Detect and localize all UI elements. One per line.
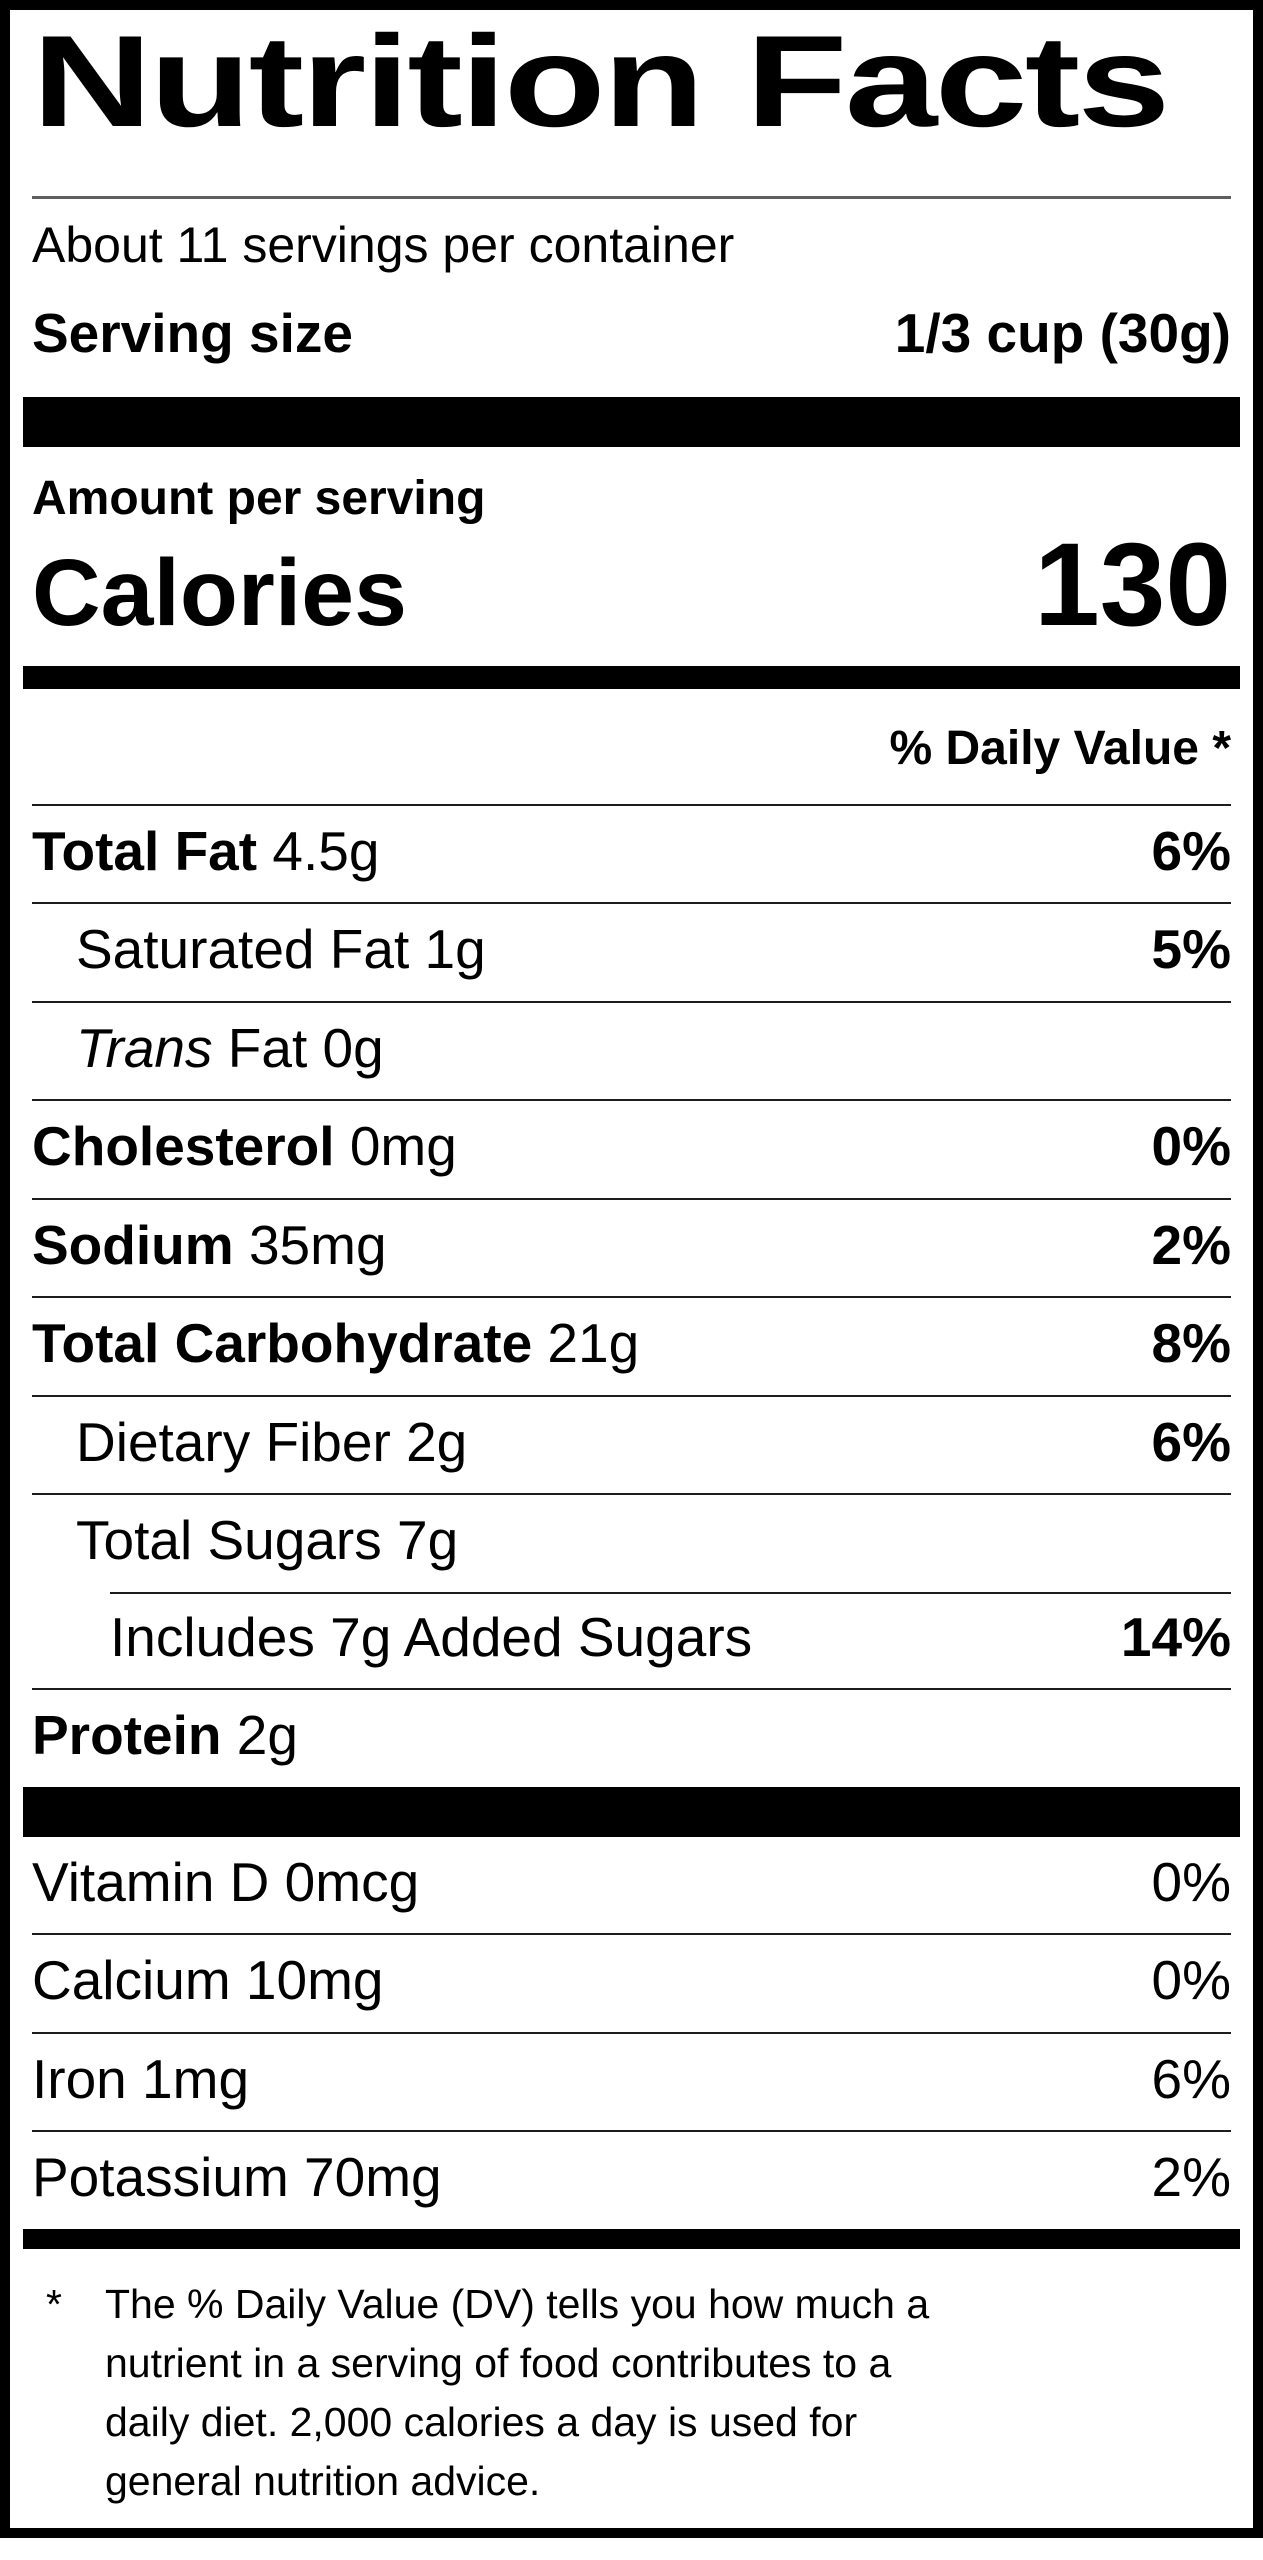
nutrient-dv: 2% (1151, 1213, 1232, 1276)
servings-per-container: About 11 servings per container (32, 217, 735, 273)
nutrient-name: Total Carbohydrate 21g (32, 1312, 640, 1375)
serving-size-label: Serving size (32, 302, 353, 364)
nutrient-row-added-sugars: Includes 7g Added Sugars 14% (32, 1591, 1231, 1689)
nutrient-row-sodium: Sodium 35mg 2% (32, 1197, 1232, 1297)
footnote: * The % Daily Value (DV) tells you how m… (32, 2249, 1231, 2511)
vitamin-dv: 0% (1151, 1949, 1232, 2012)
nutrient-dv: 6% (1151, 1410, 1232, 1473)
calories-value: 130 (1034, 518, 1231, 651)
nutrient-row-total-carbohydrate: Total Carbohydrate 21g 8% (32, 1296, 1231, 1395)
section-bar-serving (23, 396, 1240, 447)
vitamin-name: Iron 1mg (32, 2047, 250, 2110)
title-separator (32, 196, 1231, 199)
calories-row: Calories 130 (32, 526, 1231, 644)
nutrient-name: Trans Fat 0g (76, 1016, 384, 1079)
vitamin-dv: 6% (1151, 2047, 1232, 2110)
calories-label: Calories (32, 539, 407, 646)
serving-size-value: 1/3 cup (30g) (894, 302, 1231, 364)
nutrient-name: Cholesterol 0mg (32, 1115, 457, 1178)
daily-value-header: % Daily Value * (889, 721, 1231, 775)
nutrient-row-total-fat: Total Fat 4.5g 6% (32, 803, 1232, 903)
nutrient-row-protein: Protein 2g (32, 1688, 1231, 1787)
nutrient-row-total-sugars: Total Sugars 7g (32, 1493, 1231, 1592)
nutrient-name: Saturated Fat 1g (76, 918, 486, 981)
nutrient-name: Protein 2g (32, 1704, 298, 1767)
footnote-text: The % Daily Value (DV) tells you how muc… (105, 2275, 929, 2511)
nutrient-name: Includes 7g Added Sugars (110, 1605, 753, 1668)
vitamin-row-vitamin-d: Vitamin D 0mcg 0% (32, 1837, 1231, 1934)
nutrient-name: Sodium 35mg (32, 1213, 387, 1276)
vitamin-row-calcium: Calcium 10mg 0% (32, 1933, 1231, 2032)
nutrient-dv: 0% (1151, 1115, 1232, 1178)
footnote-line: nutrient in a serving of food contribute… (105, 2339, 892, 2386)
nutrient-row-dietary-fiber: Dietary Fiber 2g 6% (32, 1394, 1232, 1494)
vitamin-name: Vitamin D 0mcg (32, 1850, 420, 1913)
nutrient-name: Dietary Fiber 2g (76, 1410, 468, 1473)
footnote-line: daily diet. 2,000 calories a day is used… (105, 2398, 858, 2445)
nutrient-dv: 6% (1151, 819, 1232, 882)
vitamin-row-iron: Iron 1mg 6% (32, 2031, 1232, 2131)
nutrient-dv: 14% (1120, 1605, 1231, 1668)
nutrient-name: Total Sugars 7g (76, 1509, 459, 1572)
section-bar-calories (23, 665, 1240, 689)
nutrient-dv: 8% (1151, 1312, 1232, 1375)
section-bar-protein (23, 1786, 1240, 1837)
nutrient-name: Total Fat 4.5g (32, 819, 380, 882)
vitamin-row-potassium: Potassium 70mg 2% (32, 2130, 1231, 2229)
label-title: Nutrition Facts (32, 8, 1170, 154)
vitamin-dv: 0% (1151, 1850, 1232, 1913)
footnote-line: general nutrition advice. (105, 2457, 541, 2504)
section-bar-footnote (23, 2228, 1240, 2249)
nutrient-row-cholesterol: Cholesterol 0mg 0% (32, 1099, 1231, 1198)
nutrient-row-saturated-fat: Saturated Fat 1g 5% (32, 902, 1231, 1001)
vitamin-dv: 2% (1151, 2146, 1232, 2209)
vitamin-name: Calcium 10mg (32, 1949, 384, 2012)
footnote-line: The % Daily Value (DV) tells you how muc… (105, 2280, 930, 2327)
vitamin-name: Potassium 70mg (32, 2146, 442, 2209)
amount-per-serving-label: Amount per serving (32, 471, 486, 525)
footnote-asterisk: * (46, 2280, 62, 2327)
nutrient-dv: 5% (1151, 918, 1232, 981)
serving-size-row: Serving size 1/3 cup (30g) (32, 303, 1231, 364)
nutrient-row-trans-fat: Trans Fat 0g (32, 1000, 1231, 1100)
